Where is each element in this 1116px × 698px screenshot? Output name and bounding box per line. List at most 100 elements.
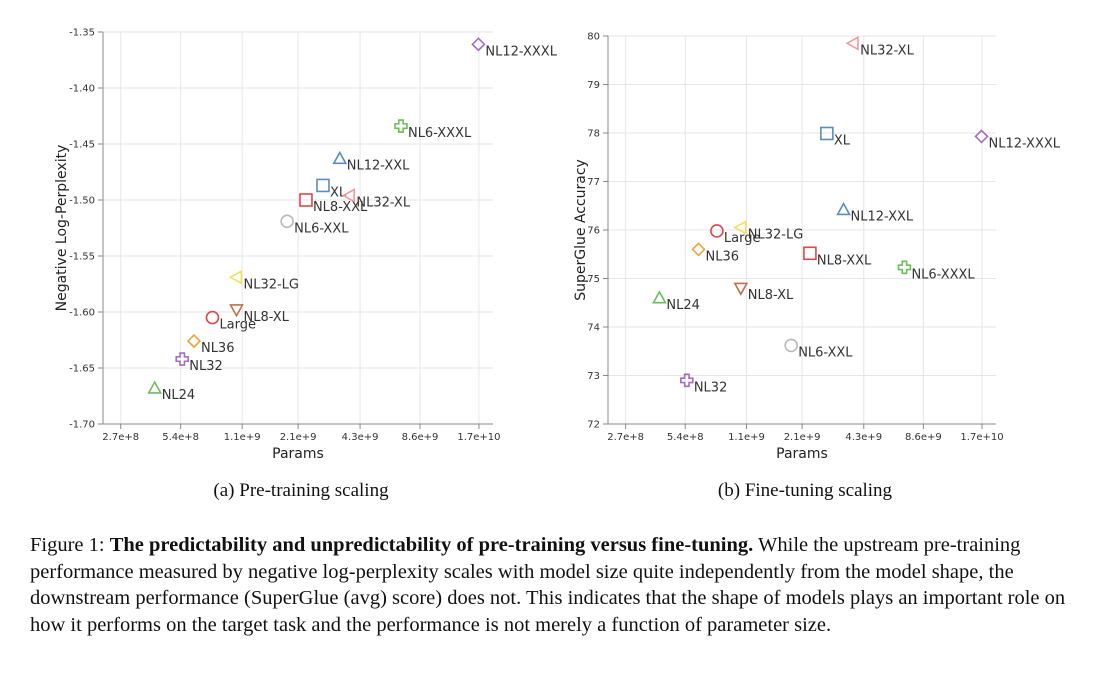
data-point-nl12-xxxl: NL12-XXXL <box>974 129 1061 151</box>
data-label: Large <box>724 231 761 246</box>
data-label: NL6-XXXL <box>408 126 472 141</box>
data-label: NL12-XXXL <box>485 44 557 59</box>
data-point-nl36: NL36 <box>691 242 740 264</box>
y-tick-label: 73 <box>587 371 600 382</box>
marker-circle <box>280 214 294 229</box>
data-point-nl12-xxl: NL12-XXL <box>332 150 410 174</box>
data-point-nl32-xl: NL32-XL <box>341 188 411 211</box>
y-tick-label: -1.60 <box>69 308 95 319</box>
grid <box>103 31 493 425</box>
data-point-nl6-xxxl: NL6-XXXL <box>394 119 472 141</box>
data-label: NL24 <box>162 388 196 403</box>
data-label: NL24 <box>666 298 700 313</box>
y-tick-label: 77 <box>587 177 600 188</box>
data-label: NL8-XXL <box>817 253 872 268</box>
marker-square <box>316 178 330 193</box>
marker-triangle-left <box>845 35 859 51</box>
grid <box>608 35 996 425</box>
subcaption-a: (a) Pre-training scaling <box>213 480 389 501</box>
data-point-nl32-lg: NL32-LG <box>733 220 804 243</box>
data-label: NL6-XXL <box>798 345 853 360</box>
marker-square <box>299 193 313 207</box>
data-label: NL32 <box>694 380 728 395</box>
marker-diamond <box>471 37 486 52</box>
x-tick-label: 8.6e+9 <box>402 432 439 443</box>
data-point-nl32-xl: NL32-XL <box>845 35 915 58</box>
x-tick-label: 2.7e+8 <box>607 432 644 443</box>
data-point-large: Large <box>205 310 256 333</box>
marker-triangle-down <box>229 304 244 318</box>
x-tick-label: 2.1e+9 <box>280 432 317 443</box>
y-tick-label: -1.45 <box>69 140 95 151</box>
data-label: NL6-XXL <box>294 221 349 236</box>
data-point-nl32: NL32 <box>680 373 728 395</box>
data-label: NL8-XXL <box>313 200 368 215</box>
subcaption-b: (b) Fine-tuning scaling <box>717 480 893 501</box>
marker-triangle-down <box>733 282 749 296</box>
data-point-nl6-xxl: NL6-XXL <box>280 214 349 236</box>
data-point-xl: XL <box>820 126 851 148</box>
data-point-nl24: NL24 <box>147 380 196 403</box>
y-axis-title: Negative Log-Perplexity <box>54 145 70 312</box>
data-point-nl32-lg: NL32-LG <box>228 269 299 292</box>
y-tick-label: 75 <box>587 274 600 285</box>
y-tick-label: -1.65 <box>69 364 95 375</box>
marker-cross <box>394 119 408 133</box>
marker-square <box>820 126 834 141</box>
marker-cross <box>680 373 694 388</box>
data-point-nl6-xxl: NL6-XXL <box>784 338 853 360</box>
x-tick-label: 1.1e+9 <box>224 432 261 443</box>
y-tick-label: 76 <box>587 226 600 237</box>
marker-triangle-left <box>341 188 355 203</box>
data-label: XL <box>330 185 347 200</box>
marker-triangle-up <box>147 380 163 394</box>
data-point-nl12-xxxl: NL12-XXXL <box>471 37 558 59</box>
data-label: NL32-XL <box>356 196 410 211</box>
data-point-nl24: NL24 <box>652 290 700 313</box>
marker-triangle-up <box>836 201 851 216</box>
x-tick-label: 2.7e+8 <box>102 432 139 443</box>
data-label: XL <box>834 133 851 148</box>
data-label: NL32 <box>189 359 223 374</box>
marker-circle <box>710 224 724 238</box>
x-tick-label: 8.6e+9 <box>905 432 942 443</box>
marker-diamond <box>974 129 989 144</box>
data-label: NL12-XXL <box>347 159 410 174</box>
marker-cross <box>897 260 912 275</box>
x-tick-label: 1.1e+9 <box>728 432 765 443</box>
data-point-xl: XL <box>316 178 347 200</box>
caption-text: While the upstream pre-training performa… <box>30 534 1066 636</box>
data-point-nl8-xl: NL8-XL <box>229 304 290 325</box>
data-label: NL32-XL <box>860 43 914 58</box>
data-label: NL36 <box>706 249 740 264</box>
x-tick-label: 5.4e+8 <box>667 432 704 443</box>
y-tick-label: 72 <box>587 420 600 431</box>
x-tick-label: 2.1e+9 <box>784 432 821 443</box>
x-tick-label: 4.3e+9 <box>845 432 882 443</box>
x-tick-label: 5.4e+8 <box>162 432 199 443</box>
marker-square <box>803 246 817 261</box>
x-tick-label: 1.7e+10 <box>960 432 1003 443</box>
pretraining-scatter-chart: -1.35 -1.40 -1.45 -1.50 -1.55 -1.60 -1.65 -1.70… <box>54 28 558 463</box>
data-point-nl6-xxxl: NL6-XXXL <box>897 260 975 282</box>
y-tick-label: 74 <box>587 323 600 334</box>
y-tick-label: 79 <box>587 80 600 91</box>
marker-triangle-up <box>332 150 348 165</box>
marker-triangle-left <box>228 269 243 285</box>
y-tick-label: -1.55 <box>69 252 95 263</box>
data-label: NL32-LG <box>243 277 299 292</box>
data-label: NL6-XXXL <box>911 267 975 282</box>
data-label: NL12-XXL <box>851 210 914 225</box>
caption-bold: The predictability and unpredictability … <box>109 534 754 556</box>
y-tick-label: 78 <box>587 129 600 140</box>
x-tick-label: 1.7e+10 <box>457 432 500 443</box>
marker-cross <box>175 352 190 366</box>
finetuning-scatter-chart: 72 73 74 75 76 77 78 79 80 2.7e+8 5.4e+8 1.1e+9 2.1e… <box>573 32 1061 463</box>
data-label: NL36 <box>201 341 235 356</box>
marker-circle <box>205 310 220 325</box>
data-point-nl32: NL32 <box>175 352 223 374</box>
data-label: NL32-LG <box>748 228 804 243</box>
marker-triangle-up <box>652 290 667 304</box>
data-label: NL12-XXXL <box>989 136 1061 151</box>
data-point-nl8-xxl: NL8-XXL <box>299 193 368 215</box>
